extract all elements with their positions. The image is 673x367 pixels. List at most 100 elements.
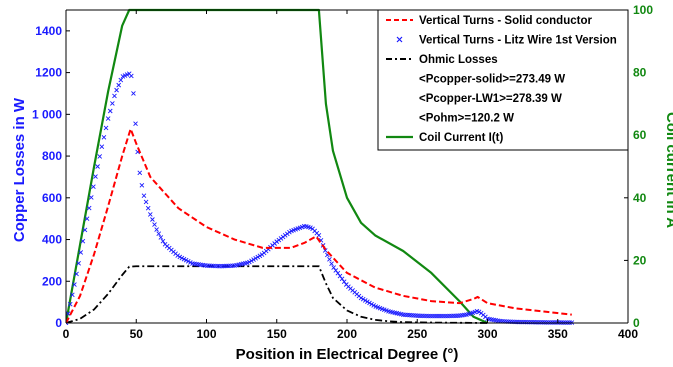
litz-wire-marker (428, 313, 433, 319)
litz-wire-marker (333, 268, 339, 273)
litz-wire-marker (78, 250, 84, 255)
litz-wire-marker (72, 282, 77, 287)
x-tick-label: 400 (618, 327, 638, 341)
x-tick-label: 0 (63, 327, 70, 341)
legend-label: Vertical Turns - Litz Wire 1st Version (419, 35, 617, 47)
litz-wire-marker (535, 319, 541, 325)
plot-area (66, 8, 575, 325)
litz-wire-marker (116, 82, 122, 88)
litz-wire-marker (91, 184, 96, 190)
y-tick-label-right: 40 (633, 191, 647, 205)
x-tick-label: 300 (477, 327, 497, 341)
litz-wire-marker (80, 238, 86, 244)
x-tick-label: 150 (267, 327, 287, 341)
litz-wire-marker (66, 311, 71, 316)
y-axis-label-left: Copper Losses in W (11, 97, 28, 242)
litz-wire-marker (114, 87, 119, 93)
legend: Vertical Turns - Solid conductor Vertical… (377, 9, 629, 151)
litz-wire-marker (322, 248, 328, 253)
litz-wire-marker (552, 320, 558, 325)
litz-wire-marker (430, 313, 436, 319)
litz-wire-marker (247, 259, 252, 265)
litz-wire-marker (145, 205, 151, 211)
litz-wire-marker (101, 134, 107, 140)
litz-wire-marker (554, 320, 560, 325)
litz-wire-marker (112, 93, 117, 99)
litz-wire-marker (476, 309, 482, 315)
litz-wire-marker (86, 205, 92, 211)
litz-wire-marker (341, 279, 347, 285)
litz-wire-marker (107, 108, 113, 114)
litz-wire-marker (133, 121, 138, 127)
litz-wire-marker (335, 270, 341, 276)
y-tick-label-left: 0 (55, 316, 62, 330)
litz-wire-marker (88, 195, 94, 200)
y-tick-label-left: 400 (42, 233, 62, 247)
x-axis-label: Position in Electrical Degree (°) (236, 346, 459, 363)
y-tick-label-left: 200 (42, 274, 62, 288)
litz-wire-marker (156, 231, 162, 237)
litz-wire-marker (329, 261, 334, 267)
litz-wire-marker (118, 77, 124, 83)
litz-wire-marker (257, 253, 263, 259)
y-tick-label-left: 800 (42, 149, 62, 163)
y-tick-label-right: 80 (633, 66, 647, 80)
litz-wire-marker (139, 182, 145, 188)
litz-wire-marker (327, 257, 332, 262)
litz-wire-marker (97, 154, 103, 159)
litz-wire-marker (360, 296, 366, 302)
series-line-coil-current (66, 8, 488, 325)
legend-label: Ohmic Losses (419, 54, 498, 66)
litz-wire-marker (367, 300, 372, 306)
litz-wire-marker (137, 170, 143, 176)
litz-wire-marker (158, 235, 164, 240)
y-tick-label-left: 1400 (35, 24, 62, 38)
legend-label: Vertical Turns - Solid conductor (419, 15, 592, 27)
litz-wire-marker (150, 217, 155, 222)
litz-wire-marker (548, 320, 554, 325)
y-tick-label-left: 1 000 (32, 107, 62, 121)
y-tick-label-left: 600 (42, 191, 62, 205)
litz-wire-marker (82, 227, 88, 233)
legend-box (377, 9, 629, 151)
litz-wire-marker (525, 319, 530, 325)
litz-wire-marker (74, 271, 79, 277)
litz-wire-marker (539, 320, 545, 325)
litz-wire-marker (337, 273, 343, 279)
y-tick-label-right: 20 (633, 253, 647, 267)
litz-wire-marker (152, 222, 157, 227)
litz-wire-marker (105, 116, 111, 121)
litz-wire-marker (255, 254, 261, 260)
litz-wire-marker (131, 91, 136, 96)
litz-wire-marker (95, 164, 100, 169)
litz-wire-marker (546, 320, 551, 325)
y-axis-label-right: Coil current in A (663, 112, 673, 228)
litz-wire-marker (129, 73, 134, 79)
x-tick-label: 250 (407, 327, 427, 341)
litz-wire-marker (110, 101, 115, 106)
litz-wire-marker (358, 295, 364, 301)
x-tick-label: 350 (548, 327, 568, 341)
x-tick-label: 50 (130, 327, 144, 341)
litz-wire-marker (527, 319, 532, 325)
litz-wire-marker (440, 313, 446, 319)
x-tick-label: 100 (196, 327, 216, 341)
x-tick-label: 200 (337, 327, 357, 341)
litz-wire-marker (287, 229, 292, 235)
litz-wire-marker (434, 313, 440, 319)
litz-wire-marker (331, 265, 336, 270)
legend-label: <Pcopper-solid>=273.49 W (419, 74, 565, 86)
legend-label: <Pcopper-LW1>=278.39 W (419, 93, 562, 105)
litz-wire-marker (143, 199, 149, 205)
litz-wire-marker (70, 292, 75, 298)
litz-wire-marker (154, 227, 159, 232)
litz-wire-marker (438, 313, 444, 319)
series-group (66, 8, 575, 325)
litz-wire-marker (175, 253, 181, 258)
series-line-solid-conductor (66, 127, 572, 324)
litz-wire-marker (542, 320, 547, 325)
series-line-ohmic-losses (66, 265, 488, 324)
litz-wire-marker (251, 257, 256, 262)
y-tick-label-right: 100 (633, 3, 653, 17)
